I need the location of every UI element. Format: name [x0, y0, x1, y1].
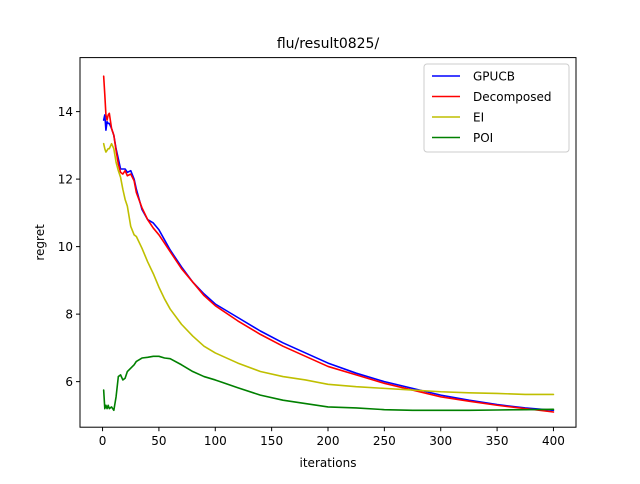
x-tick-label: 400 — [542, 434, 565, 448]
legend-label-poi: POI — [473, 131, 493, 145]
chart-title: flu/result0825/ — [277, 36, 380, 52]
y-tick-label: 12 — [58, 173, 73, 187]
legend-label-gpucb: GPUCB — [473, 70, 515, 84]
legend-label-decomposed: Decomposed — [473, 90, 551, 104]
x-tick-label: 300 — [429, 434, 452, 448]
x-tick-label: 50 — [151, 434, 166, 448]
x-tick-label: 0 — [99, 434, 107, 448]
y-tick-label: 6 — [65, 375, 73, 389]
x-axis-label: iterations — [300, 456, 357, 470]
y-tick-label: 10 — [58, 240, 73, 254]
legend: GPUCB Decomposed EI POI — [423, 63, 570, 153]
legend-entries: GPUCB Decomposed EI POI — [432, 70, 551, 145]
x-tick-label: 250 — [373, 434, 396, 448]
x-tick-label: 200 — [317, 434, 340, 448]
legend-label-ei: EI — [473, 111, 484, 125]
plot-lines — [102, 75, 555, 413]
series-line-poi — [102, 355, 555, 412]
series-line-decomposed — [102, 75, 555, 413]
y-tick-label: 14 — [58, 105, 73, 119]
y-tick-label: 8 — [65, 308, 73, 322]
y-axis-label: regret — [33, 224, 47, 261]
x-axis: 0 50 100 150 200 250 300 350 400 — [99, 427, 565, 448]
y-axis: 6 8 10 12 14 — [58, 105, 80, 389]
legend-box — [423, 63, 570, 153]
series-line-ei — [102, 142, 555, 396]
x-tick-label: 150 — [260, 434, 283, 448]
x-tick-label: 100 — [204, 434, 227, 448]
x-tick-label: 350 — [486, 434, 509, 448]
